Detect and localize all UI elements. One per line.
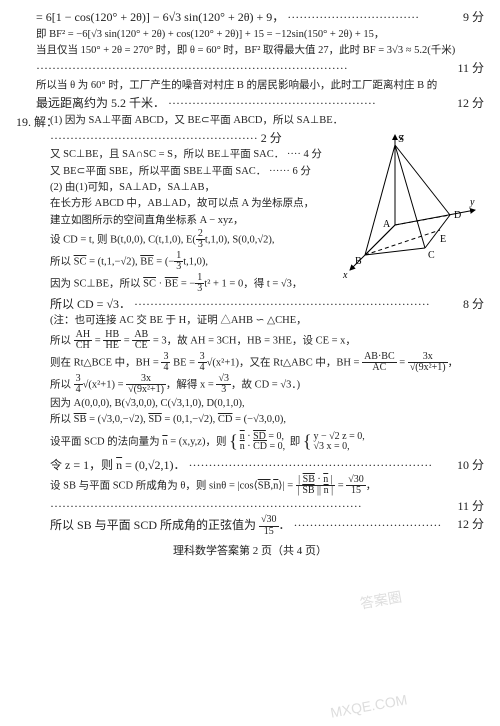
text: (1) 因为 SA⊥平面 ABCD，又 BE⊂平面 ABCD，所以 SA⊥BE．: [50, 115, 343, 126]
line-23: 设 SB 与平面 SCD 所成角为 θ，则 sinθ = |cos⟨SB,n⟩|…: [14, 475, 486, 497]
text: 又 BE⊂平面 SBE，所以平面 SBE⊥平面 SAC．: [50, 166, 266, 177]
watermark-1: 答案圈: [358, 587, 403, 616]
text: = 6[1 − cos(120° + 2θ)] − 6√3 sin(120° +…: [36, 10, 284, 24]
lbl-B: B: [355, 256, 362, 267]
score: 12 分: [457, 515, 484, 534]
score: 2 分: [261, 131, 282, 145]
frac: 23: [196, 229, 205, 251]
lbl-E: E: [440, 234, 446, 245]
t: 设 CD = t, 则 B(t,0,0), C(t,1,0), E(: [50, 234, 196, 245]
score: 12 分: [457, 94, 484, 113]
figure-pyramid: S A B C D E x y z: [340, 130, 480, 280]
lbl-A: A: [383, 219, 391, 230]
line-3s: ········································…: [14, 59, 486, 78]
line-24: 所以 SB 与平面 SCD 所成角的正弦值为 √3015． ··········…: [14, 515, 486, 537]
line-4b: 最远距离约为 5.2 千米． ·························…: [14, 94, 486, 113]
text: (2) 由(1)可知，SA⊥AD，SA⊥AB，: [50, 182, 215, 193]
line-21: 设平面 SCD 的法向量为 n = (x,y,z)，则 {n · SD = 0,…: [14, 428, 486, 456]
score: 9 分: [463, 8, 484, 27]
score: 10 分: [457, 456, 484, 475]
text: 在长方形 ABCD 中，AB⊥AD，故可以点 A 为坐标原点，: [50, 198, 314, 209]
text: 建立如图所示的空间直角坐标系 A − xyz，: [50, 215, 243, 226]
lbl-z: z: [399, 132, 404, 143]
lbl-D: D: [454, 210, 461, 221]
text: 最远距离约为 5.2 千米．: [36, 96, 165, 110]
t: t,1,0), S(0,0,√2),: [205, 234, 275, 245]
page-footer: 理科数学答案第 2 页（共 4 页）: [14, 543, 486, 560]
lbl-C: C: [428, 250, 435, 261]
lbl-y: y: [469, 197, 475, 208]
line-23s: ········································…: [14, 497, 486, 516]
lbl-x: x: [342, 270, 348, 280]
line-20: 所以 SB = (√3,0,−√2), SD = (0,1,−√2), CD =…: [14, 412, 486, 428]
line-14: 所以 CD = √3． ····························…: [14, 295, 486, 314]
text: 当且仅当 150° + 2θ = 270° 时，即 θ = 60° 时，BF² …: [36, 45, 455, 56]
line-1: = 6[1 − cos(120° + 2θ)] − 6√3 sin(120° +…: [14, 8, 486, 27]
score: 4 分: [304, 149, 322, 160]
score: 11 分: [457, 497, 484, 516]
line-15: (注：也可连接 AC 交 BE 于 H，证明 △AHB ∽ △CHE，: [14, 313, 486, 329]
axis-y: [395, 210, 475, 225]
line-2: 即 BF² = −6[√3 sin(120° + 2θ) + cos(120° …: [14, 27, 486, 43]
watermark-2: MXQE.COM: [329, 689, 409, 724]
line-17: 则在 Rt△BCE 中，BH = 34 BE = 34√(x²+1)，又在 Rt…: [14, 352, 486, 374]
score: 6 分: [293, 166, 311, 177]
line-5: (1) 因为 SA⊥平面 ABCD，又 BE⊂平面 ABCD，所以 SA⊥BE．: [14, 113, 486, 129]
line-19: 因为 A(0,0,0), B(√3,0,0), C(√3,1,0), D(0,1…: [14, 396, 486, 412]
score: 11 分: [457, 59, 484, 78]
text: 又 SC⊥BE，且 SA∩SC = S，所以 BE⊥平面 SAC．: [50, 149, 284, 160]
text: 所以当 θ 为 60° 时，工厂产生的噪音对村庄 B 的居民影响最小，此时工厂距…: [36, 80, 437, 91]
line-22: 令 z = 1，则 n = (0,√2,1)． ················…: [14, 456, 486, 475]
line-16: 所以 AHCH = HBHE = ABCE = 3，故 AH = 3CH，HB …: [14, 330, 486, 352]
line-3: 当且仅当 150° + 2θ = 270° 时，即 θ = 60° 时，BF² …: [14, 43, 486, 59]
score: 8 分: [463, 295, 484, 314]
line-4a: 所以当 θ 为 60° 时，工厂产生的噪音对村庄 B 的居民影响最小，此时工厂距…: [14, 78, 486, 94]
text: 即 BF² = −6[√3 sin(120° + 2θ) + cos(120° …: [36, 29, 384, 40]
line-18: 所以 34√(x²+1) = 3x√(9x²+1)，解得 x = √33，故 C…: [14, 374, 486, 396]
